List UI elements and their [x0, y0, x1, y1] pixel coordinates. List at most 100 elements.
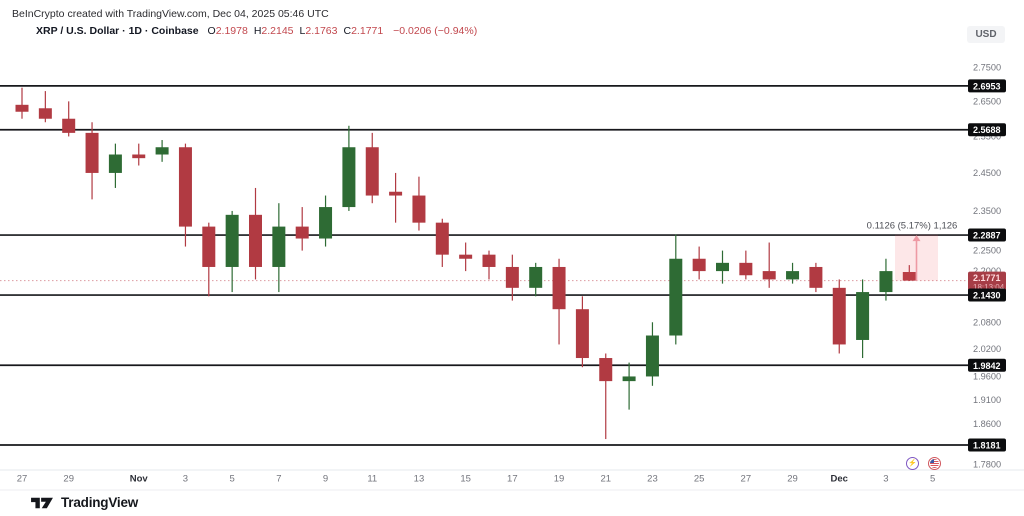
time-tick-label[interactable]: 27	[741, 474, 752, 485]
time-tick-label[interactable]: 5	[230, 474, 235, 485]
us-flag-icon	[930, 459, 939, 468]
price-level-badge-value: 2.1430	[973, 291, 1001, 301]
price-tick-label: 2.0200	[973, 344, 1001, 354]
tradingview-logo-icon	[31, 497, 53, 508]
time-tick-label[interactable]: 27	[17, 474, 28, 485]
symbol-title[interactable]: XRP / U.S. Dollar · 1D · Coinbase	[36, 25, 199, 37]
candle-body	[132, 154, 146, 159]
time-tick-label[interactable]: 15	[460, 474, 471, 485]
time-tick-label[interactable]: 19	[554, 474, 565, 485]
candle-body	[739, 262, 753, 276]
candle-body	[435, 222, 449, 255]
price-tick-label: 2.3500	[973, 206, 1001, 216]
price-level-badge-value: 1.9842	[973, 361, 1001, 371]
lightning-event-icon[interactable]: ⚡	[906, 457, 919, 470]
candle-body	[902, 272, 916, 281]
price-tick-label: 2.7500	[973, 63, 1001, 73]
ohlc-label: C	[343, 25, 352, 37]
candle-body	[178, 147, 192, 227]
ohlc-value: 2.1771	[351, 25, 384, 37]
price-level-badge-value: 2.6953	[973, 81, 1001, 91]
candle-body	[62, 118, 76, 133]
candle-body	[249, 214, 262, 267]
candle-body	[575, 309, 589, 359]
candle-body	[762, 271, 776, 280]
price-level-badge-value: 2.5688	[973, 125, 1001, 135]
price-level-badge	[968, 358, 1006, 372]
time-tick-label[interactable]: 7	[276, 474, 281, 485]
candle-body	[622, 376, 636, 382]
time-tick-label[interactable]: 9	[323, 474, 328, 485]
candle-body	[599, 358, 613, 382]
candle-body	[669, 258, 683, 336]
time-tick-label[interactable]: 29	[63, 474, 74, 485]
current-price-value: 2.1771	[973, 273, 1001, 283]
candle-body	[832, 287, 846, 345]
price-tick-label: 1.9100	[973, 395, 1001, 405]
price-level-badge-value: 1.8181	[973, 441, 1001, 451]
candle-body	[692, 258, 706, 272]
symbol-row: XRP / U.S. Dollar · 1D · Coinbase O2.197…	[36, 25, 477, 37]
time-tick-label[interactable]: 17	[507, 474, 518, 485]
candle-body	[225, 214, 239, 267]
price-tick-label: 2.4500	[973, 168, 1001, 178]
measure-label: 0.1126 (5.17%) 1,126	[867, 221, 958, 232]
time-tick-label[interactable]: 21	[600, 474, 611, 485]
candle-body	[552, 266, 566, 310]
price-tick-label: 2.2000	[973, 266, 1001, 276]
change-readout: −0.0206 (−0.94%)	[393, 25, 478, 37]
ohlc-readout: O2.1978 H2.2145 L2.1763 C2.1771	[202, 25, 384, 37]
candle-body	[879, 271, 893, 293]
time-tick-label[interactable]: 3	[183, 474, 188, 485]
candle-body	[505, 266, 519, 288]
ohlc-value: 2.1978	[215, 25, 248, 37]
candle-body	[529, 266, 543, 288]
price-tick-label: 2.0800	[973, 317, 1001, 327]
candle-body	[108, 154, 122, 173]
bar-countdown: 18:13:04	[973, 283, 1005, 292]
candle-body	[365, 147, 379, 196]
ohlc-label: H	[253, 25, 262, 37]
candle-body	[38, 108, 52, 119]
time-tick-label[interactable]: Nov	[130, 474, 149, 485]
price-level-badge	[968, 79, 1006, 93]
candle-body	[319, 207, 333, 239]
candle-body	[856, 292, 870, 340]
time-tick-label[interactable]: Dec	[831, 474, 848, 485]
price-level-badge	[968, 438, 1006, 452]
attribution-text: BeInCrypto created with TradingView.com,…	[12, 8, 329, 20]
time-tick-label[interactable]: 13	[414, 474, 425, 485]
candle-body	[809, 266, 823, 288]
price-level-badge	[968, 123, 1006, 137]
candle-body	[482, 254, 496, 267]
price-tick-label: 1.9600	[973, 371, 1001, 381]
candle-body	[389, 191, 403, 196]
price-level-badge	[968, 228, 1006, 242]
time-tick-label[interactable]: 5	[930, 474, 935, 485]
candle-body	[786, 271, 800, 280]
time-tick-label[interactable]: 29	[787, 474, 798, 485]
time-tick-label[interactable]: 25	[694, 474, 705, 485]
candle-body	[155, 147, 169, 155]
time-tick-label[interactable]: 23	[647, 474, 658, 485]
ohlc-label: L	[299, 25, 306, 37]
tradingview-footer[interactable]: TradingView	[30, 495, 138, 510]
price-level-badge-value: 2.2887	[973, 231, 1001, 241]
ohlc-value: 2.2145	[261, 25, 294, 37]
price-tick-label: 1.8600	[973, 419, 1001, 429]
candle-body	[272, 226, 286, 267]
price-tick-label: 2.6500	[973, 96, 1001, 106]
price-tick-label: 2.5500	[973, 131, 1001, 141]
candle-body	[85, 132, 99, 173]
candle-body	[202, 226, 216, 267]
ohlc-value: 2.1763	[305, 25, 338, 37]
time-tick-label[interactable]: 3	[883, 474, 888, 485]
time-tick-label[interactable]: 11	[367, 474, 377, 485]
us-flag-event-icon[interactable]	[928, 457, 941, 470]
tradingview-logo-text: TradingView	[61, 495, 139, 510]
candle-body	[716, 262, 729, 272]
candle-body	[342, 147, 356, 208]
candle-body	[15, 104, 29, 112]
